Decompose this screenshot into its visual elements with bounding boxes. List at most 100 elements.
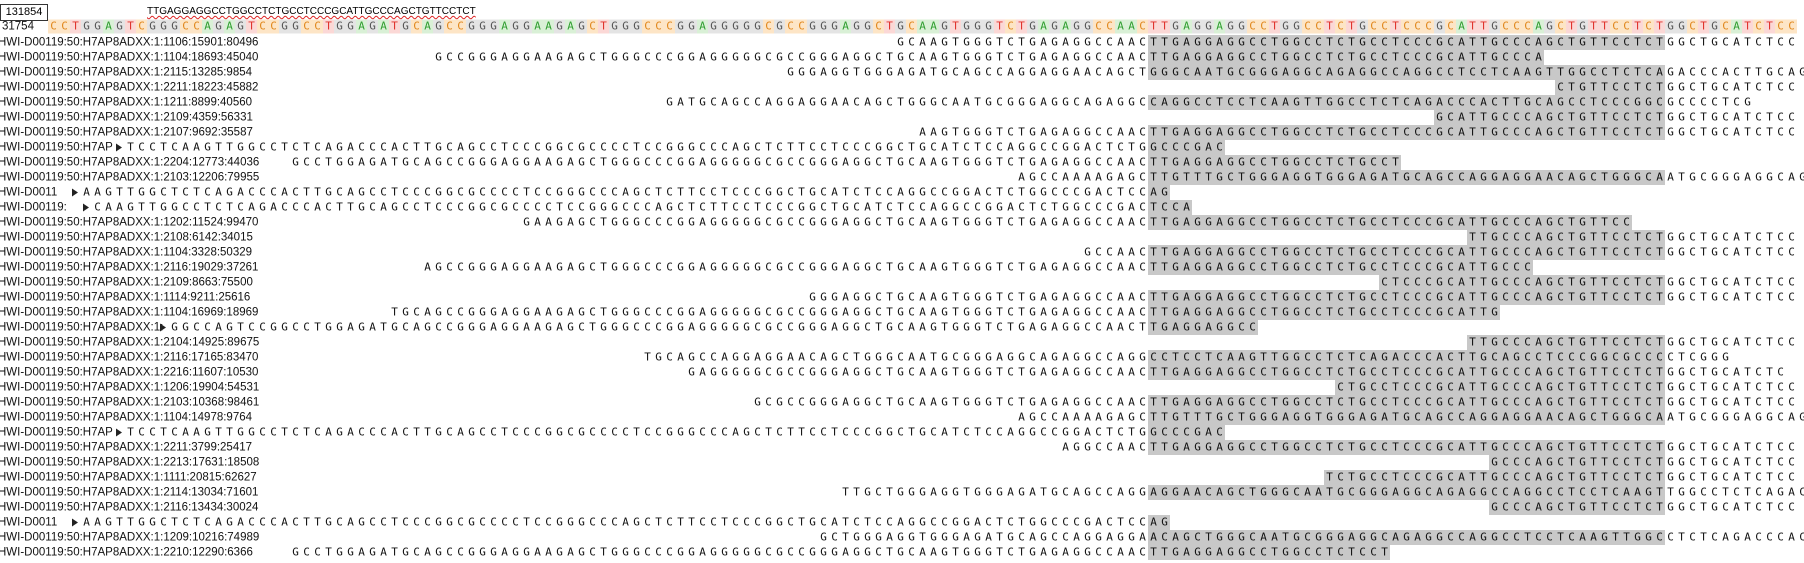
truncation-marker	[116, 428, 122, 437]
base-background	[345, 19, 356, 34]
match-highlight	[1148, 65, 1665, 80]
read-name: HWI-D00119:50:H7AP8ADXX:1:1106:15901:804…	[0, 37, 258, 49]
base-background	[378, 19, 389, 34]
base-background	[433, 19, 444, 34]
read-sequence: GCGCCGGGAGGCTGCAAGTGGGTCTGAGAGGCCAACTTGA…	[754, 396, 1795, 409]
base-background	[1049, 19, 1060, 34]
base-background	[1566, 19, 1577, 34]
base-background	[697, 19, 708, 34]
read-sequence: AAGTTGGCTCTCAGACCCACTTGCAGCCTCCCGGCGCCCC…	[83, 186, 1168, 199]
base-background	[1225, 19, 1236, 34]
base-background	[1126, 19, 1137, 34]
read-name: HWI-D00119:50:H7AP8ADXX:1:2104:14925:896…	[0, 337, 259, 349]
match-highlight	[1555, 80, 1665, 95]
read-sequence: CTGTTCCTCTGGCTGCATCTCC	[1557, 81, 1795, 94]
base-background	[1610, 19, 1621, 34]
base-background	[1621, 19, 1632, 34]
read-name: HWI-D0011	[0, 187, 57, 199]
base-background	[1038, 19, 1049, 34]
base-background	[1214, 19, 1225, 34]
match-highlight	[1489, 455, 1665, 470]
truncation-marker	[160, 323, 166, 332]
base-background	[840, 19, 851, 34]
base-background	[235, 19, 246, 34]
read-name: HWI-D00119:50:H7AP8ADXX:1:2213:17631:185…	[0, 457, 259, 469]
base-background	[1775, 19, 1786, 34]
base-background	[1742, 19, 1753, 34]
read-name: HWI-D00119:50:H7AP8ADXX:1:1209:10216:749…	[0, 532, 259, 544]
base-background	[763, 19, 774, 34]
base-background	[1654, 19, 1665, 34]
base-background	[1082, 19, 1093, 34]
base-background	[1203, 19, 1214, 34]
base-background	[279, 19, 290, 34]
base-background	[48, 19, 59, 34]
base-background	[301, 19, 312, 34]
base-background	[961, 19, 972, 34]
base-background	[246, 19, 257, 34]
read-name: HWI-D00119:50:H7AP8ADXX:1:2216:11607:105…	[0, 367, 258, 379]
reference-label: 31754	[2, 21, 35, 33]
base-background	[917, 19, 928, 34]
read-name: HWI-D00119:50:H7AP8ADXX:1:2103:12206:799…	[0, 172, 259, 184]
base-background	[906, 19, 917, 34]
base-background	[1401, 19, 1412, 34]
base-background	[950, 19, 961, 34]
base-background	[191, 19, 202, 34]
base-background	[587, 19, 598, 34]
base-background	[1599, 19, 1610, 34]
base-background	[1423, 19, 1434, 34]
match-highlight	[1148, 200, 1192, 215]
base-background	[719, 19, 730, 34]
match-highlight	[1148, 185, 1170, 200]
base-background	[807, 19, 818, 34]
read-name: HWI-D00119:50:H7AP8ADXX:1:2108:6142:3401…	[0, 232, 253, 244]
match-highlight	[1148, 215, 1632, 230]
base-background	[1511, 19, 1522, 34]
read-name: HWI-D00119:50:H7AP8ADXX:1:	[0, 322, 163, 334]
base-background	[576, 19, 587, 34]
match-highlight	[1148, 440, 1665, 455]
base-background	[510, 19, 521, 34]
base-background	[862, 19, 873, 34]
read-name: HWI-D00119:50:H7AP8ADXX:1:1104:3328:5032…	[0, 247, 252, 259]
base-background	[620, 19, 631, 34]
base-background	[994, 19, 1005, 34]
base-background	[367, 19, 378, 34]
read-sequence: AGCCGGGAGGAAGAGCTGGGCCCGGAGGGGGCGCCGGGAG…	[424, 261, 1531, 274]
base-background	[70, 19, 81, 34]
read-name: HWI-D00119:50:H7AP	[0, 142, 113, 154]
match-highlight	[1148, 410, 1665, 425]
match-highlight	[1148, 155, 1401, 170]
read-name: HWI-D00119:50:H7AP8ADXX:1:2116:17165:834…	[0, 352, 258, 364]
read-name: HWI-D00119:50:H7AP8ADXX:1:2211:18223:458…	[0, 82, 258, 94]
base-background	[1027, 19, 1038, 34]
base-background	[1357, 19, 1368, 34]
read-name: HWI-D00119:50:H7AP8ADXX:1:1114:9211:2561…	[0, 292, 250, 304]
base-background	[1137, 19, 1148, 34]
base-background	[81, 19, 92, 34]
match-highlight	[1148, 485, 1665, 500]
match-highlight	[1379, 275, 1665, 290]
base-background	[1456, 19, 1467, 34]
match-highlight	[1148, 50, 1544, 65]
base-background	[1324, 19, 1335, 34]
query-text: TTGAGGAGGCCTGGCCTCTGCCTCCCGCATTGCCCAGCTG…	[147, 6, 476, 17]
read-sequence: AAGTTGGCTCTCAGACCCACTTGCAGCCTCCCGGCGCCCC…	[83, 516, 1168, 529]
read-sequence: AGGCCAACTTGAGGAGGCCTGGCCTCTGCCTCCCGCATTG…	[1062, 441, 1795, 454]
read-name: HWI-D00119:50:H7AP8ADXX:1:1211:8899:4056…	[0, 97, 252, 109]
truncation-marker	[116, 143, 122, 152]
position-box[interactable]: 131854	[0, 4, 48, 21]
base-background	[1445, 19, 1456, 34]
base-background	[334, 19, 345, 34]
truncation-marker	[72, 188, 78, 197]
base-background	[598, 19, 609, 34]
match-highlight	[1148, 260, 1533, 275]
base-background	[1104, 19, 1115, 34]
base-background	[565, 19, 576, 34]
base-background	[873, 19, 884, 34]
base-background	[147, 19, 158, 34]
base-background	[1764, 19, 1775, 34]
base-background	[1093, 19, 1104, 34]
